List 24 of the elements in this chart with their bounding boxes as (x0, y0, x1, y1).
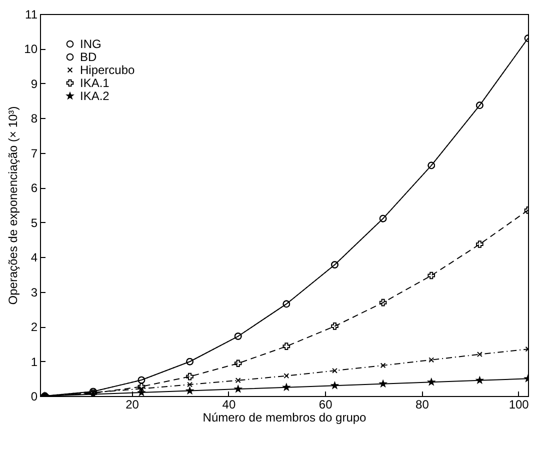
y-tick-label: 2 (30, 320, 38, 334)
x-tick-label: 40 (222, 398, 236, 412)
x-axis-title: Número de membros do grupo (202, 410, 367, 424)
x-tick-label: 20 (126, 398, 140, 412)
y-axis-title: Operações de exponenciação (× 10³) (6, 106, 20, 305)
y-tick-label: 7 (30, 146, 38, 160)
legend-label: Hipercubo (80, 63, 136, 77)
y-tick-label: 11 (25, 8, 38, 22)
x-tick-label: 60 (318, 398, 333, 412)
y-tick-label: 8 (30, 112, 38, 126)
y-tick-label: 9 (30, 76, 38, 91)
y-tick-label: 3 (30, 285, 38, 300)
legend-label: IKA.1 (80, 76, 110, 90)
y-tick-label: 6 (30, 181, 38, 196)
x-tick-label: 80 (416, 398, 430, 412)
y-tick-label: 1 (30, 354, 38, 369)
y-tick-label: 0 (30, 390, 38, 404)
y-tick-label: 4 (30, 250, 38, 265)
y-tick-label: 5 (30, 216, 38, 230)
legend-label: IKA.2 (80, 89, 110, 103)
y-tick-label: 10 (24, 42, 38, 56)
legend-label: BD (80, 50, 98, 64)
x-tick-label: 100 (508, 398, 530, 412)
legend-label: ING (80, 37, 102, 51)
